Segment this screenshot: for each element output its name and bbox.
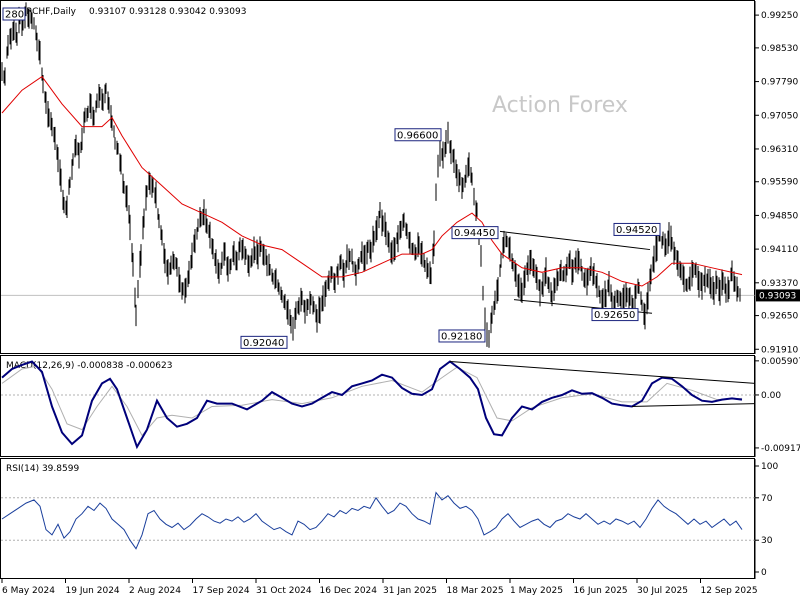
price-annotation: 0.96600 — [394, 128, 442, 142]
price-annotations: 280 0.92040 0.96600 0.92180 0.94450 0.94520 0.… — [2, 7, 661, 349]
rsi-line — [1, 491, 743, 550]
price-tick-label: 0.97050 — [761, 111, 798, 121]
macd-tick-label: -0.009175 — [761, 444, 800, 454]
macd-trendline — [449, 360, 756, 384]
time-tick-label: 1 May 2025 — [510, 586, 563, 596]
rsi-tick-label: 100 — [761, 462, 778, 472]
annotation-box — [613, 222, 661, 236]
annotation-box — [438, 329, 486, 343]
price-annotation: 0.94520 — [613, 222, 661, 236]
current-price-label: 0.93093 — [759, 291, 796, 301]
rsi-tick-label: 70 — [761, 494, 773, 504]
price-tick-label: 0.99250 — [761, 11, 798, 21]
annotation-box — [591, 308, 639, 322]
price-annotation: 0.92040 — [240, 335, 288, 349]
time-tick-label: 16 Jun 2025 — [574, 586, 628, 596]
macd-panel: MACD(12,26,9) -0.000838 -0.000623 0.0059… — [1, 356, 800, 457]
time-axis: 6 May 2024 19 Jun 2024 2 Aug 2024 17 Sep 20… — [1, 579, 758, 596]
annotation-label: 0.94450 — [454, 228, 495, 239]
price-tick-label: 0.95590 — [761, 178, 798, 188]
price-title: EURCHF,Daily 0.93107 0.93128 0.93042 0.9… — [4, 7, 246, 17]
time-tick-label: 31 Jan 2025 — [383, 586, 437, 596]
macd-series — [1, 360, 756, 450]
time-tick-label: 2 Aug 2024 — [129, 586, 181, 596]
price-tick-label: 0.92650 — [761, 312, 798, 322]
macd-signal-line — [1, 365, 743, 437]
current-price-badge: 0.93093 — [756, 289, 800, 302]
time-tick-label: 17 Sep 2024 — [193, 586, 250, 596]
time-tick-label: 12 Sep 2025 — [701, 586, 758, 596]
macd-label: MACD(12,26,9) -0.000838 -0.000623 — [6, 361, 172, 371]
annotation-label: 0.92180 — [441, 331, 482, 342]
price-annotation: 0.92180 — [438, 329, 486, 343]
price-annotation: 0.94450 — [451, 226, 499, 240]
macd-tick-label: 0.00 — [761, 391, 781, 401]
rsi-axis: 100 70 30 0 — [754, 459, 778, 579]
annotation-box — [394, 128, 442, 142]
rsi-tick-label: 0 — [761, 568, 767, 578]
annotation-box — [451, 226, 499, 240]
price-panel: Action Forex EURCHF,Daily 0.93107 0.9312… — [1, 1, 800, 355]
rsi-tick-label: 30 — [761, 536, 773, 546]
price-tick-label: 0.97790 — [761, 78, 798, 88]
price-tick-label: 0.91910 — [761, 345, 798, 355]
annotation-label: 0.96600 — [397, 130, 438, 141]
annotation-label: 280 — [5, 10, 24, 21]
price-tick-label: 0.94110 — [761, 245, 798, 255]
macd-main-line — [1, 360, 743, 450]
macd-trendline — [631, 403, 756, 407]
macd-tick-label: 0.005907 — [761, 357, 800, 367]
time-tick-label: 6 May 2024 — [2, 586, 55, 596]
price-annotation: 0.92650 — [591, 308, 639, 322]
rsi-series — [1, 491, 755, 550]
watermark: Action Forex — [492, 93, 628, 118]
rsi-label: RSI(14) 39.8599 — [6, 464, 79, 474]
annotation-label: 0.94520 — [616, 225, 657, 236]
annotation-box — [240, 335, 288, 349]
ohlc-values: 0.93107 0.93128 0.93042 0.93093 — [89, 7, 246, 17]
current-price-box — [756, 289, 800, 302]
price-axis: 0.99250 0.98530 0.97790 0.97050 0.96310 0.955… — [754, 1, 800, 355]
price-series — [1, 2, 755, 348]
price-annotation: 280 — [2, 7, 26, 21]
time-tick-label: 18 Mar 2025 — [447, 586, 504, 596]
rsi-panel: RSI(14) 39.8599 100 70 30 0 — [1, 459, 778, 579]
price-tick-label: 0.94850 — [761, 211, 798, 221]
price-tick-label: 0.93370 — [761, 279, 798, 289]
price-tick-label: 0.98530 — [761, 44, 798, 54]
price-tick-label: 0.96310 — [761, 145, 798, 155]
time-tick-label: 19 Jun 2024 — [66, 586, 120, 596]
price-trendline — [499, 230, 651, 251]
time-tick-label: 16 Dec 2024 — [320, 586, 378, 596]
annotation-box — [2, 7, 26, 21]
panel-frames — [0, 0, 755, 579]
time-tick-label: 30 Jul 2025 — [637, 586, 688, 596]
moving-average-line — [1, 75, 743, 287]
time-tick-label: 31 Oct 2024 — [256, 586, 312, 596]
macd-axis: 0.005907 0.00 -0.009175 — [754, 356, 800, 457]
annotation-label: 0.92040 — [243, 338, 284, 349]
annotation-label: 0.92650 — [594, 310, 635, 321]
rsi-panel-frame — [0, 458, 755, 579]
symbol-label: EURCHF,Daily — [14, 7, 77, 17]
